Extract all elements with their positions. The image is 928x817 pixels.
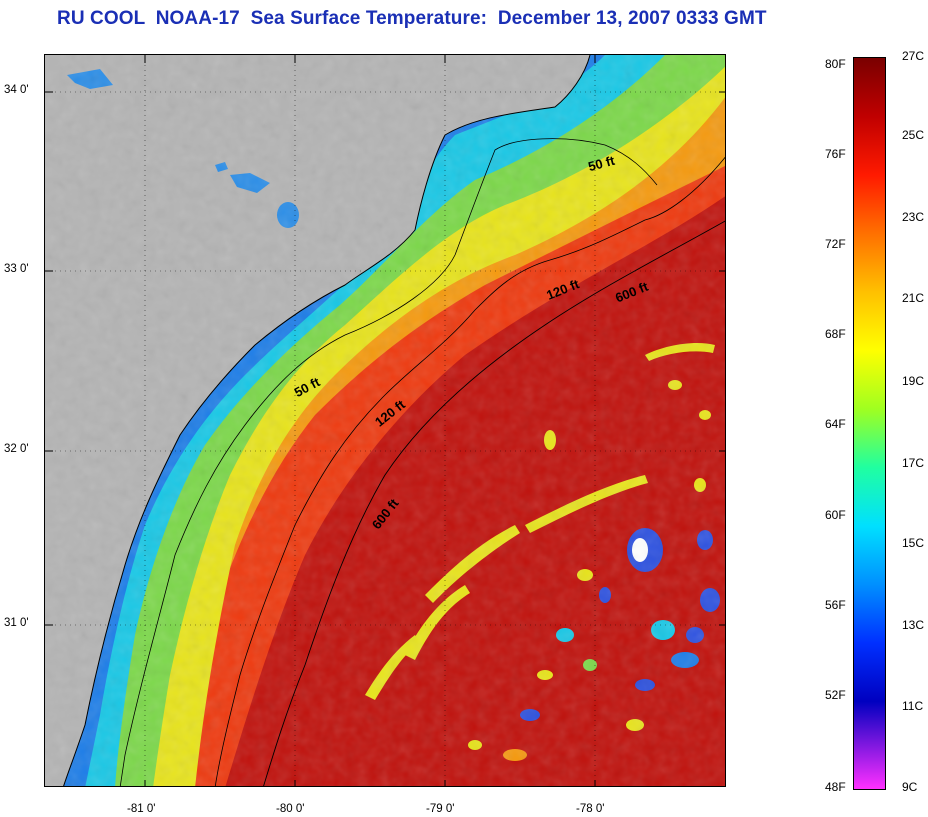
lat-label-32: 32 0'	[4, 443, 29, 455]
frame-ticks	[45, 55, 725, 786]
colorbar-label-56f: 56F	[825, 598, 846, 612]
coastline	[63, 55, 591, 786]
colorbar-label-15c: 15C	[902, 536, 925, 550]
colorbar-label-23c: 23C	[902, 210, 925, 224]
lat-label-33: 33 0'	[4, 263, 29, 275]
colorbar-label-11c: 11C	[902, 699, 924, 713]
isobath-label-50ft-north: 50 ft	[587, 153, 617, 175]
sst-map: 50 ft 120 ft 600 ft 50 ft 120 ft 600 ft	[44, 54, 726, 787]
colorbar-label-19c: 19C	[902, 374, 925, 388]
lon-label-80: -80 0'	[276, 803, 305, 815]
lon-label-81: -81 0'	[127, 803, 156, 815]
colorbar-label-72f: 72F	[825, 237, 846, 251]
colorbar-label-64f: 64F	[825, 417, 846, 431]
colorbar-label-80f: 80F	[825, 57, 846, 71]
colorbar-label-27c: 27C	[902, 49, 925, 63]
lon-label-78: -78 0'	[576, 803, 605, 815]
colorbar-label-21c: 21C	[902, 291, 925, 305]
colorbar-label-9c: 9C	[902, 780, 918, 794]
lat-label-34: 34 0'	[4, 84, 29, 96]
colorbar-label-17c: 17C	[902, 456, 925, 470]
colorbar-label-76f: 76F	[825, 147, 846, 161]
colorbar-label-68f: 68F	[825, 327, 846, 341]
isobath-50ft	[119, 138, 658, 786]
lat-label-31: 31 0'	[4, 617, 29, 629]
colorbar-label-60f: 60F	[825, 508, 846, 522]
colorbar-label-48f: 48F	[825, 780, 846, 794]
lon-label-79: -79 0'	[426, 803, 455, 815]
grid-lines	[45, 55, 725, 786]
temperature-colorbar	[853, 57, 886, 790]
page-title: RU COOL NOAA-17 Sea Surface Temperature:…	[57, 8, 767, 29]
colorbar-label-52f: 52F	[825, 688, 846, 702]
isobath-600ft	[263, 220, 725, 786]
isobath-120ft	[214, 156, 725, 786]
colorbar-label-25c: 25C	[902, 128, 925, 142]
colorbar-label-13c: 13C	[902, 618, 925, 632]
